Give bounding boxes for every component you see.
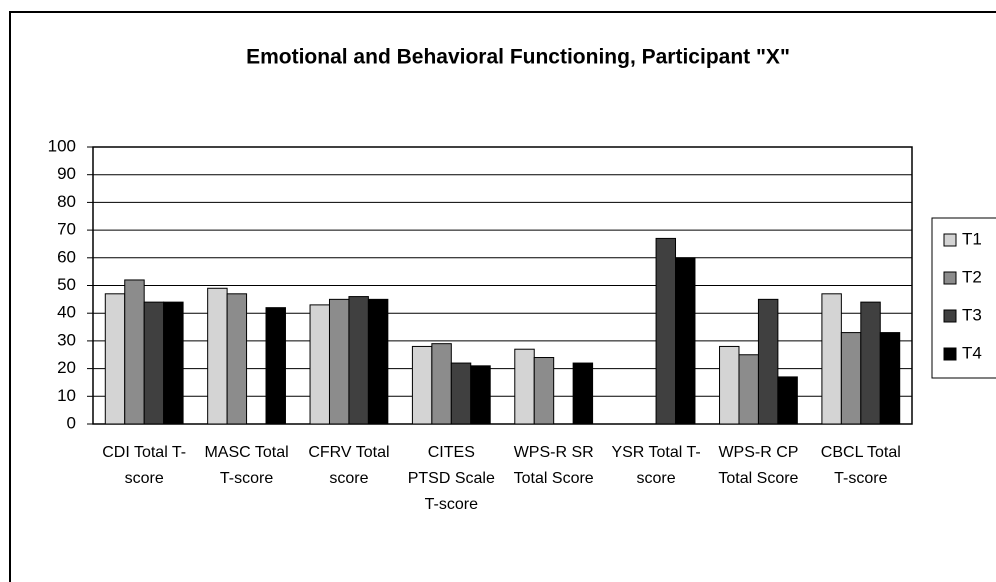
bar <box>821 293 842 425</box>
bar <box>124 279 145 425</box>
legend-swatch <box>943 347 957 361</box>
bar <box>143 301 165 425</box>
bar <box>572 362 594 425</box>
bar <box>675 257 696 425</box>
x-tick-label: CITES PTSD Scale T-score <box>407 444 495 513</box>
bar <box>470 365 491 425</box>
y-tick-label: 20 <box>57 358 76 377</box>
bar <box>328 298 350 425</box>
x-tick-label: WPS-R SR Total Score <box>513 444 594 487</box>
legend-label: T2 <box>962 267 982 286</box>
bar <box>860 301 881 425</box>
y-tick-label: 60 <box>57 247 76 266</box>
bar <box>104 293 126 425</box>
bar <box>840 332 862 425</box>
legend-swatch <box>943 233 957 247</box>
legend-label: T3 <box>962 305 982 324</box>
bar <box>309 304 330 425</box>
bar <box>719 345 740 425</box>
x-tick-label: CFRV Total score <box>308 444 390 487</box>
bar <box>777 376 798 425</box>
x-tick-label: CBCL Total T-score <box>820 444 901 487</box>
y-tick-label: 70 <box>57 220 76 239</box>
bar <box>207 287 228 425</box>
x-tick-label: MASC Total T-score <box>204 444 289 487</box>
bar <box>348 296 369 425</box>
bar <box>757 298 779 425</box>
legend-swatch <box>943 271 957 285</box>
y-tick-label: 0 <box>67 413 76 432</box>
bar <box>265 307 286 425</box>
bar <box>431 343 452 425</box>
bar <box>533 357 555 425</box>
x-tick-label: CDI Total T-score <box>102 444 187 487</box>
bar <box>163 301 184 425</box>
bar <box>879 332 901 425</box>
x-tick-label: YSR Total T-score <box>611 444 701 487</box>
bar <box>738 354 759 425</box>
y-tick-label: 10 <box>57 386 76 405</box>
chart-frame <box>9 11 996 582</box>
bar <box>411 345 433 425</box>
y-tick-label: 40 <box>57 303 76 322</box>
legend-swatch <box>943 309 957 323</box>
bar <box>450 362 472 425</box>
legend-label: T4 <box>962 343 982 362</box>
bar <box>367 298 389 425</box>
chart-title: Emotional and Behavioral Functioning, Pa… <box>246 46 790 69</box>
bar <box>655 237 677 425</box>
y-tick-label: 50 <box>57 275 76 294</box>
bar <box>226 293 248 425</box>
legend-box <box>931 217 996 379</box>
x-tick-label: WPS-R CP Total Score <box>718 444 799 487</box>
bar <box>514 348 535 425</box>
y-tick-label: 90 <box>57 164 76 183</box>
y-tick-label: 30 <box>57 330 76 349</box>
legend-label: T1 <box>962 229 982 248</box>
y-tick-label: 100 <box>48 136 76 155</box>
y-tick-label: 80 <box>57 192 76 211</box>
